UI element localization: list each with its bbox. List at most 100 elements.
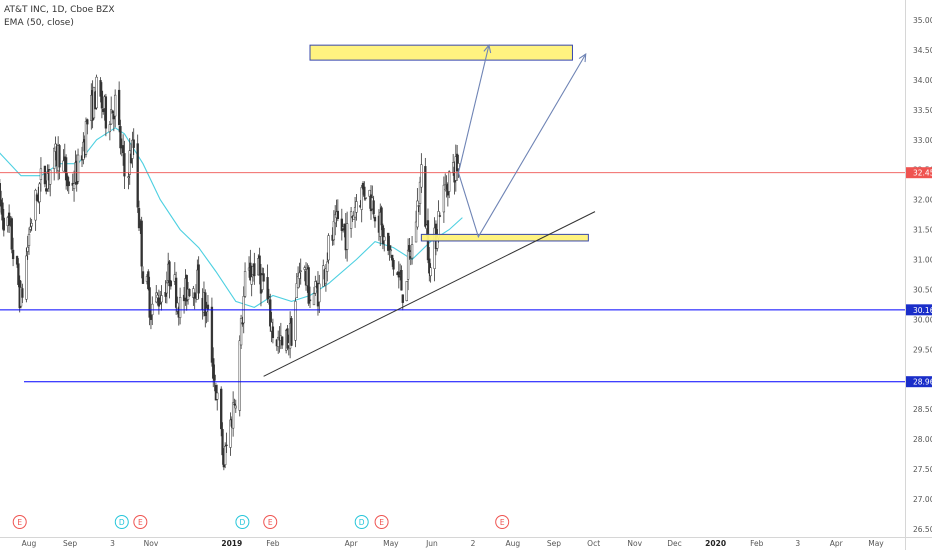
candle [229, 412, 232, 456]
level-badge-label: 30.16 [913, 306, 932, 315]
event-marker-circle [114, 515, 129, 529]
candle [383, 227, 386, 252]
y-tick-label: 27.50 [913, 465, 932, 474]
candle [269, 293, 272, 332]
candle [332, 210, 336, 246]
candle-body [296, 275, 300, 288]
earnings-marker[interactable]: E [495, 515, 510, 529]
candle-body [114, 94, 117, 117]
candle-body [111, 110, 114, 114]
candle-body [327, 235, 330, 261]
candle [148, 276, 151, 326]
x-tick-label: Jun [425, 539, 438, 548]
candle-body [241, 322, 244, 325]
event-marker-label: E [500, 518, 505, 527]
x-tick-label: 3 [110, 539, 115, 548]
event-marker-circle [235, 515, 250, 529]
candle [261, 267, 264, 293]
candle-body [381, 225, 385, 245]
candle-body [72, 183, 76, 189]
earnings-marker[interactable]: E [12, 515, 27, 529]
candle-body [214, 385, 218, 401]
candle [372, 195, 375, 219]
candle-body [410, 244, 414, 259]
candle-body [303, 267, 306, 270]
candle-body [418, 181, 422, 204]
candle [188, 288, 191, 297]
candle-body [11, 249, 15, 260]
candle [38, 182, 41, 214]
earnings-marker[interactable]: E [374, 515, 389, 529]
dividend-marker[interactable]: D [235, 515, 250, 529]
candle-body [243, 271, 247, 297]
candle-body [104, 96, 108, 129]
candle-body [123, 153, 126, 177]
candle-body [349, 211, 353, 229]
candle [250, 265, 253, 297]
candle [294, 297, 297, 348]
last-price-badge: 32.45 [906, 167, 932, 179]
candle [340, 208, 343, 241]
indicator-label: EMA (50, close) [4, 18, 74, 28]
candle [405, 281, 408, 302]
candle-body [266, 277, 269, 300]
candle [29, 217, 32, 233]
candle-body [76, 154, 80, 182]
candle-body [332, 221, 336, 241]
candle-body [364, 197, 367, 199]
dividend-marker[interactable]: D [114, 515, 129, 529]
earnings-marker[interactable]: E [133, 515, 148, 529]
candle [67, 177, 70, 194]
candle-body [455, 153, 459, 172]
candle [388, 235, 391, 261]
candle-body [210, 306, 214, 363]
candle-body [405, 281, 408, 302]
candle [102, 108, 105, 115]
candle [213, 364, 216, 392]
y-tick-label: 33.00 [913, 136, 932, 145]
candle-body [164, 292, 167, 297]
candle [72, 170, 76, 202]
y-tick-label: 33.50 [913, 106, 932, 115]
projection-arrow-head [483, 43, 492, 54]
candle-body [368, 189, 371, 197]
candle-body [221, 429, 224, 456]
candle-body [99, 80, 102, 97]
candle-body [391, 254, 394, 261]
y-tick-label: 31.00 [913, 256, 932, 265]
candle-body [165, 282, 169, 294]
pullback-zone [420, 233, 589, 242]
x-tick-label: Sep [547, 539, 561, 548]
candle [271, 318, 275, 344]
dividend-marker[interactable]: D [354, 515, 369, 529]
earnings-marker[interactable]: E [263, 515, 278, 529]
candle-body [212, 358, 215, 379]
x-tick-label: 2 [471, 539, 476, 548]
candle-body [10, 218, 13, 250]
candle [429, 263, 432, 283]
candle-body [239, 318, 243, 346]
projection-arrow-1 [457, 45, 490, 173]
candle-body [136, 143, 139, 208]
candle [360, 184, 363, 223]
candle-body [149, 314, 153, 320]
candle [132, 128, 135, 156]
candle-body [355, 201, 358, 213]
candle [221, 422, 224, 465]
candle-body [27, 233, 31, 247]
candle [197, 256, 200, 299]
candle-body [324, 268, 328, 284]
candle-body [233, 403, 236, 406]
candle-body [176, 302, 179, 312]
candle [277, 330, 280, 354]
candle [84, 117, 88, 158]
candle-body [340, 218, 343, 231]
candle-body [127, 176, 130, 178]
candle-body [95, 76, 98, 109]
candle-body [307, 267, 310, 304]
candle [100, 82, 104, 119]
candle [349, 207, 353, 238]
